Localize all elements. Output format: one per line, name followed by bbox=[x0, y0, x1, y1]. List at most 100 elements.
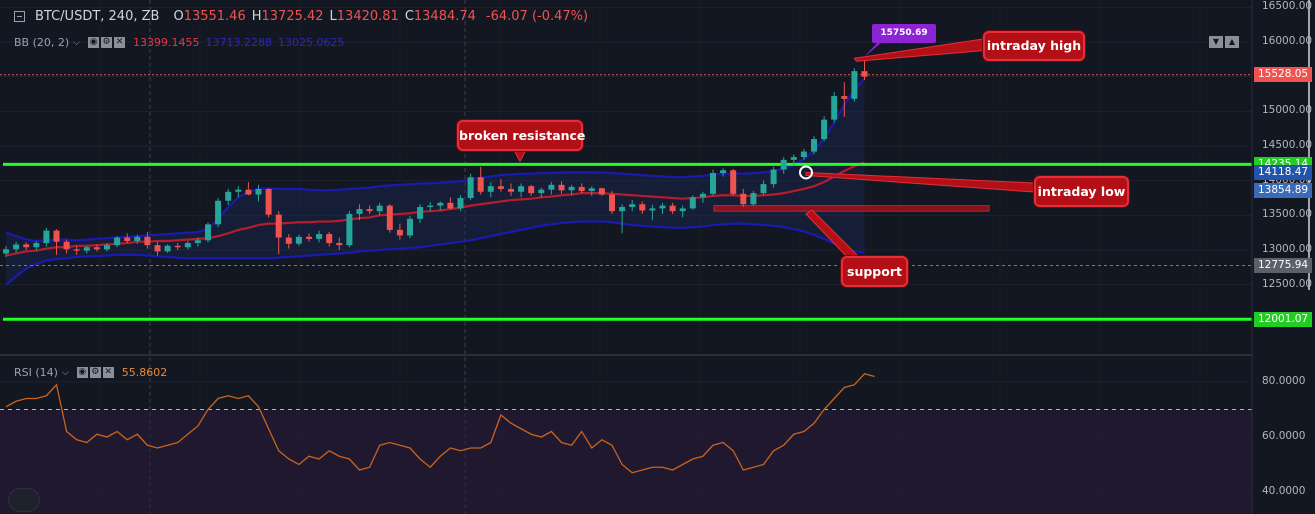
high-label: H bbox=[251, 9, 262, 24]
pane-collapse-icon[interactable]: ▼ bbox=[1209, 36, 1223, 48]
candle bbox=[588, 188, 595, 192]
candle bbox=[33, 243, 40, 248]
candle bbox=[376, 205, 383, 212]
candle bbox=[730, 170, 737, 194]
chevron-down-icon[interactable]: ⌵ bbox=[61, 367, 69, 378]
price-tag: 12775.94 bbox=[1254, 258, 1313, 274]
low-label: L bbox=[329, 9, 337, 24]
candle bbox=[780, 159, 787, 170]
candle bbox=[285, 237, 292, 244]
rsi-tick-label: 80.0000 bbox=[1262, 375, 1306, 387]
low-value: 13420.81 bbox=[336, 9, 399, 24]
price-tick-label: 14500.00 bbox=[1262, 139, 1313, 151]
candle bbox=[447, 202, 454, 209]
price-tag: 15528.05 bbox=[1254, 67, 1313, 83]
candle bbox=[679, 208, 686, 212]
bb-upper-value: 13713.2288 bbox=[205, 36, 272, 49]
candle bbox=[508, 188, 514, 192]
candle bbox=[639, 204, 646, 211]
candle bbox=[477, 177, 484, 192]
candle bbox=[437, 202, 444, 206]
close-icon[interactable]: ✕ bbox=[102, 367, 114, 378]
candle bbox=[760, 184, 767, 194]
candle bbox=[134, 236, 141, 241]
bollinger-band-fill bbox=[6, 78, 865, 285]
candle bbox=[306, 236, 312, 239]
gear-icon[interactable]: ⚙ bbox=[101, 37, 112, 48]
candle bbox=[83, 247, 90, 251]
close-value: 13484.74 bbox=[413, 9, 476, 24]
price-axis-background bbox=[1252, 0, 1315, 514]
candle bbox=[13, 244, 20, 250]
open-value: 13551.46 bbox=[183, 9, 246, 24]
price-tag: 13854.89 bbox=[1254, 183, 1313, 199]
candle bbox=[598, 188, 605, 195]
candle bbox=[740, 193, 747, 205]
support-label: support bbox=[841, 256, 908, 287]
price-tick-label: 16000.00 bbox=[1262, 35, 1313, 47]
high-badge-pointer bbox=[864, 42, 882, 58]
symbol-label[interactable]: BTC/USDT, 240, ZB bbox=[35, 9, 160, 24]
candle bbox=[851, 71, 858, 99]
candle bbox=[295, 236, 302, 244]
candle bbox=[578, 186, 585, 192]
candle bbox=[770, 169, 777, 185]
rsi-tick-label: 40.0000 bbox=[1262, 485, 1306, 497]
candle bbox=[346, 213, 353, 246]
price-tick-label: 15000.00 bbox=[1262, 104, 1313, 117]
eye-icon[interactable]: ◉ bbox=[88, 37, 99, 48]
chevron-down-icon[interactable]: ⌵ bbox=[73, 37, 80, 48]
candle bbox=[164, 245, 171, 252]
candle bbox=[538, 189, 545, 194]
bb-name[interactable]: BB (20, 2) bbox=[14, 36, 70, 49]
candle bbox=[699, 193, 706, 198]
candle bbox=[104, 245, 110, 250]
candle bbox=[669, 205, 676, 212]
candle bbox=[497, 186, 504, 189]
candle bbox=[841, 96, 848, 99]
candle bbox=[457, 198, 464, 209]
candle bbox=[790, 157, 797, 160]
candle bbox=[3, 249, 9, 254]
candle bbox=[114, 237, 121, 246]
candle bbox=[750, 193, 757, 205]
candle bbox=[558, 184, 565, 191]
intraday-high-label: intraday high bbox=[983, 31, 1085, 61]
candle bbox=[649, 208, 656, 211]
support-zone bbox=[713, 205, 990, 212]
candle bbox=[821, 119, 828, 140]
candle bbox=[73, 249, 80, 251]
candle bbox=[215, 200, 222, 225]
gear-icon[interactable]: ⚙ bbox=[89, 367, 101, 378]
candle bbox=[467, 177, 474, 198]
candle bbox=[255, 188, 262, 195]
collapse-icon[interactable] bbox=[14, 11, 25, 22]
candle bbox=[629, 204, 636, 208]
candle bbox=[407, 218, 413, 236]
candle bbox=[53, 230, 60, 242]
candle bbox=[487, 186, 494, 192]
candle bbox=[144, 236, 151, 246]
price-tick-label: 13000.00 bbox=[1262, 243, 1313, 255]
bb-basis-value: 13399.1455 bbox=[133, 36, 200, 49]
candle bbox=[720, 170, 727, 174]
pane-maximize-icon[interactable]: ▲ bbox=[1225, 36, 1239, 48]
candle bbox=[831, 96, 838, 120]
rsi-name[interactable]: RSI (14) bbox=[14, 366, 58, 379]
candle bbox=[659, 205, 666, 209]
rsi-tick-label: 60.0000 bbox=[1262, 430, 1306, 442]
close-icon[interactable]: ✕ bbox=[114, 37, 125, 48]
candle bbox=[386, 205, 393, 230]
candle bbox=[326, 234, 333, 244]
close-label: C bbox=[404, 9, 414, 24]
logo-icon[interactable] bbox=[8, 488, 40, 512]
candle bbox=[336, 243, 343, 246]
candle bbox=[609, 194, 615, 212]
candle bbox=[43, 230, 50, 244]
candle bbox=[265, 188, 272, 215]
eye-icon[interactable]: ◉ bbox=[76, 367, 88, 378]
candle bbox=[316, 234, 323, 239]
open-label: O bbox=[173, 9, 184, 24]
